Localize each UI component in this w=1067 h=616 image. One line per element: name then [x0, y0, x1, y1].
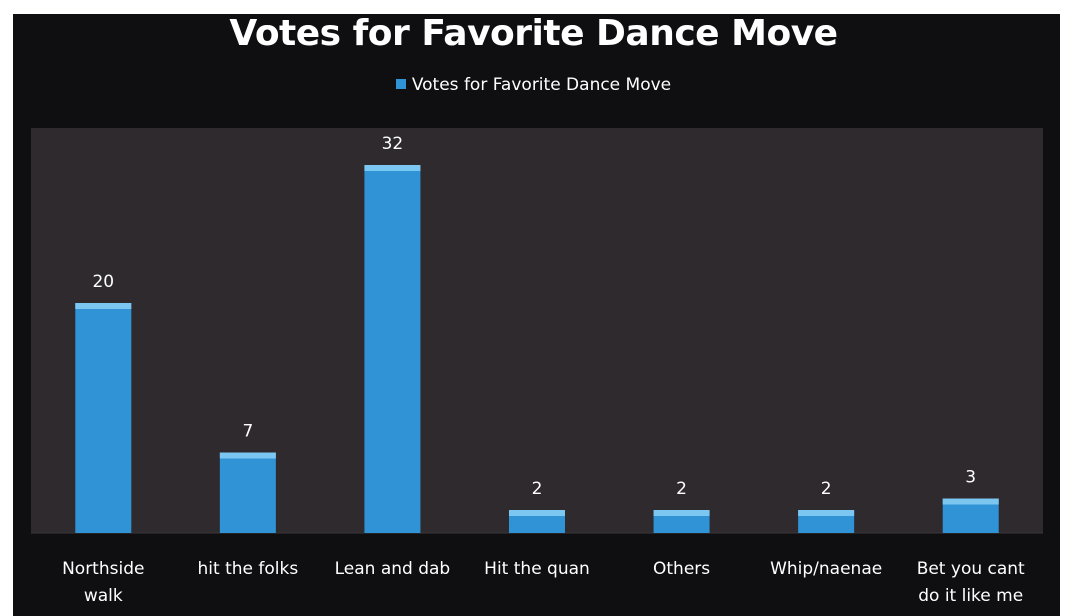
category-label: Whip/naenae — [770, 559, 882, 579]
category-label: Hit the quan — [484, 559, 590, 579]
bar — [219, 452, 276, 533]
bar-top-highlight — [75, 303, 132, 309]
bar — [75, 303, 132, 533]
bar — [509, 510, 565, 533]
bar-top-highlight — [653, 510, 710, 516]
plot-area — [31, 128, 1043, 533]
legend-label: Votes for Favorite Dance Move — [411, 75, 672, 95]
bar — [942, 498, 999, 533]
category-label: hit the folks — [198, 559, 299, 579]
bar-body — [219, 452, 276, 533]
bar-top-highlight — [364, 165, 421, 171]
bar-top-highlight — [509, 510, 565, 516]
data-labels: 20 7 32 2 2 2 3 — [92, 134, 976, 499]
bar-top-highlight — [942, 498, 999, 505]
data-label: 32 — [382, 134, 404, 154]
bar-top-highlight — [219, 452, 276, 459]
data-label: 2 — [676, 479, 687, 499]
category-labels: Northside walk hit the folks Lean and dab Hi… — [62, 559, 1025, 606]
category-label: Bet you cant do it like me — [917, 559, 1025, 606]
bar — [798, 510, 855, 533]
legend-swatch — [395, 79, 406, 89]
data-label: 2 — [821, 479, 832, 499]
data-label: 20 — [92, 272, 114, 292]
bar — [364, 165, 421, 533]
bar-body — [75, 303, 132, 533]
legend: Votes for Favorite Dance Move — [0, 74, 1067, 96]
chart-title: Votes for Favorite Dance Move — [229, 13, 838, 54]
data-label: 3 — [965, 468, 976, 488]
bar-body — [364, 165, 421, 533]
category-label: Northside walk — [62, 559, 144, 606]
category-label: Others — [653, 559, 710, 579]
bar — [653, 510, 710, 533]
data-label: 2 — [532, 479, 543, 499]
bar-top-highlight — [798, 510, 855, 516]
data-label: 7 — [242, 422, 253, 442]
bars — [75, 165, 999, 533]
category-label: Lean and dab — [335, 559, 451, 579]
